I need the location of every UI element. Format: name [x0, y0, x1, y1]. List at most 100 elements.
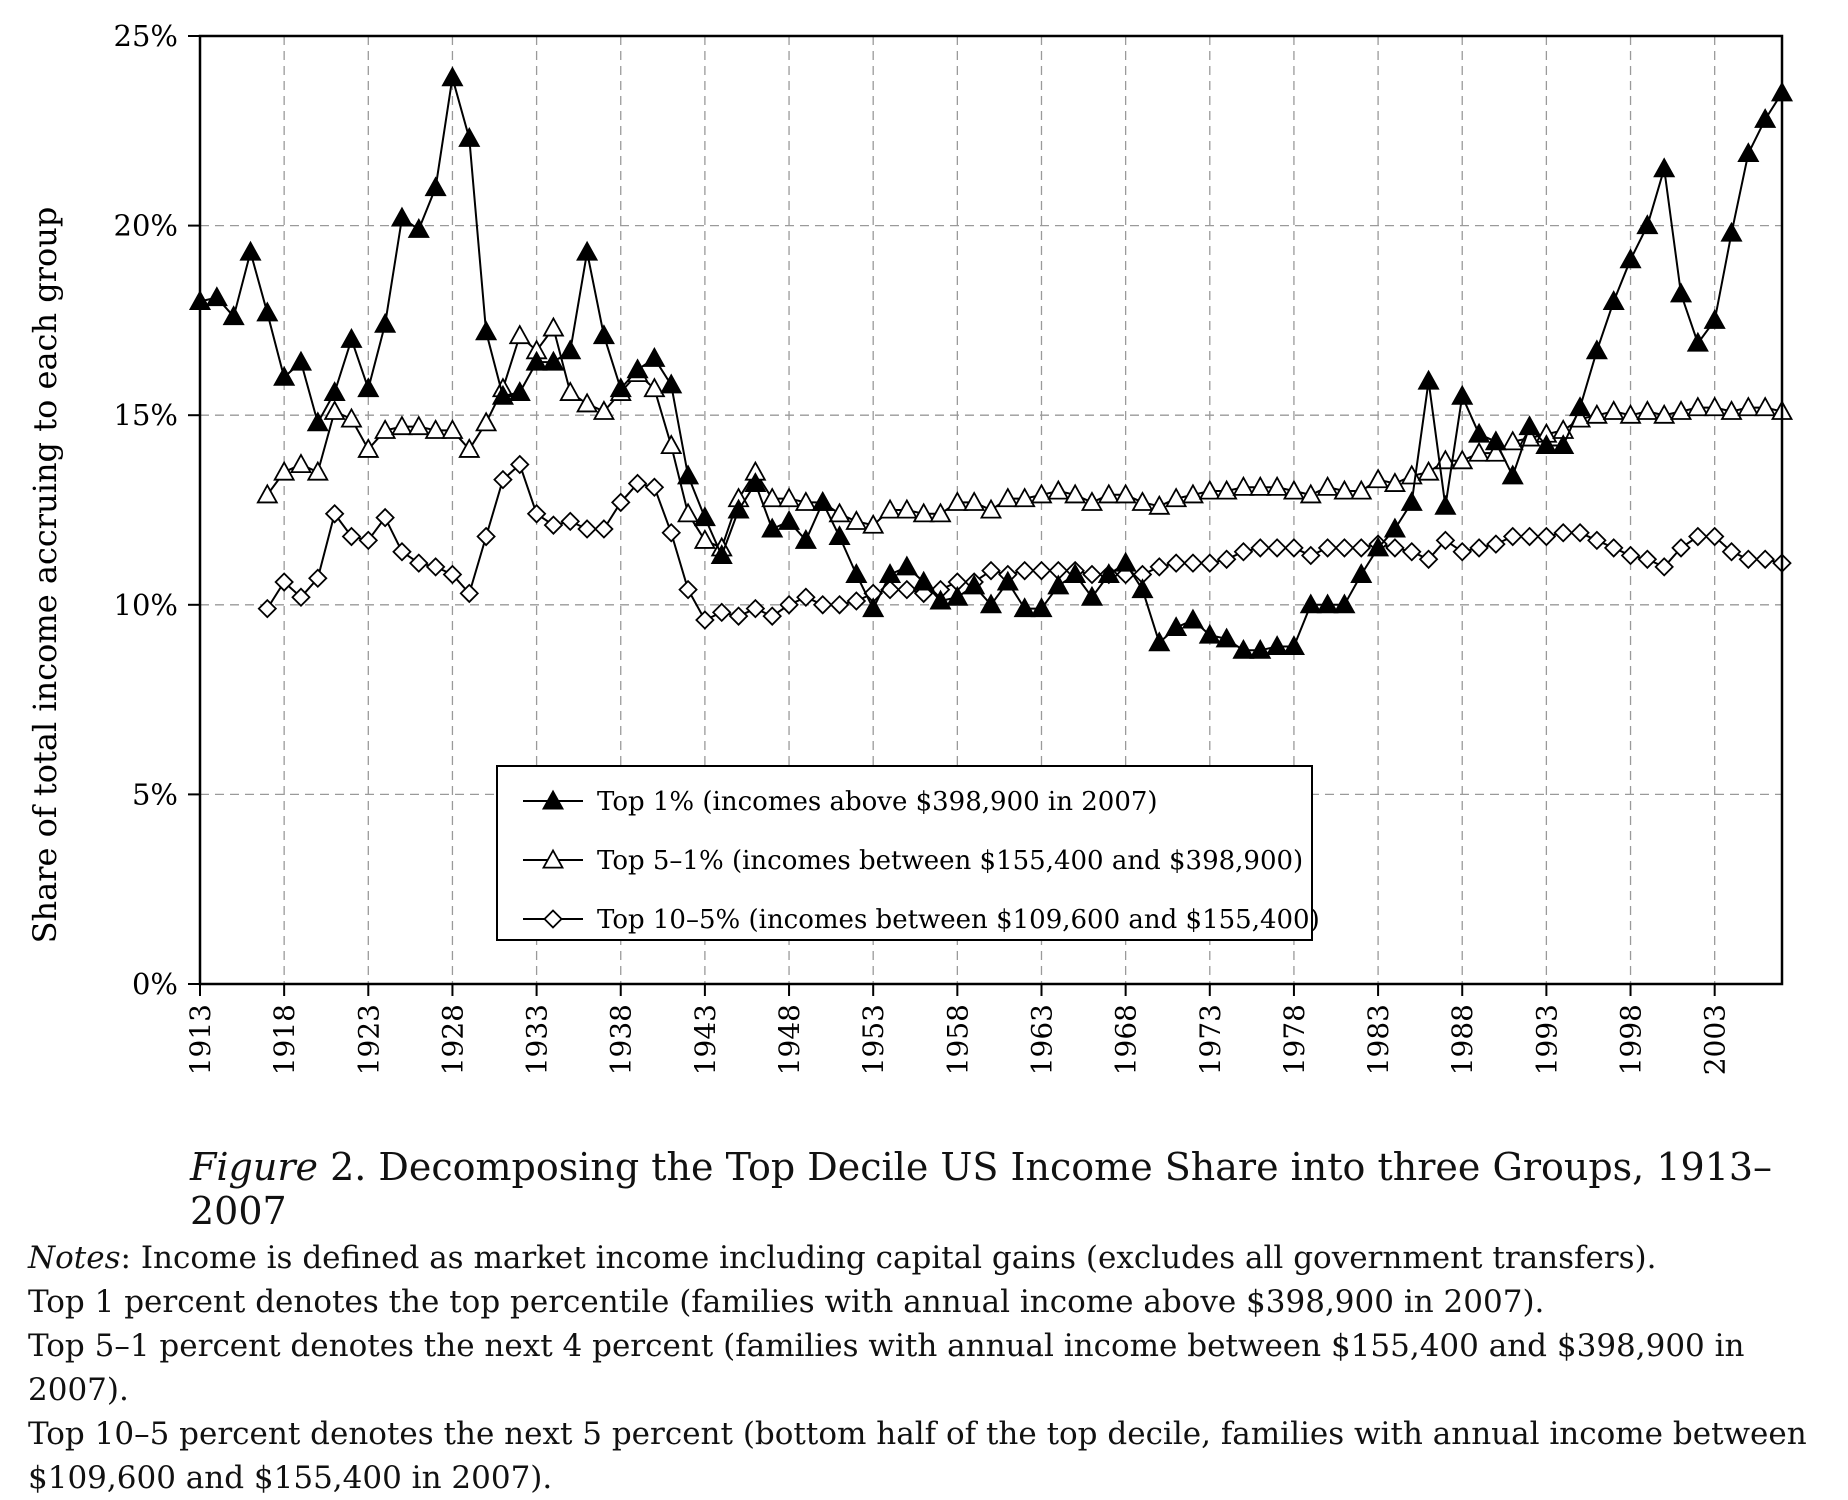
- data-point: [543, 515, 564, 535]
- data-point: [1585, 403, 1608, 424]
- data-point: [678, 579, 698, 600]
- data-point: [594, 519, 614, 539]
- data-point: [390, 206, 413, 227]
- x-tick-label: 1988: [1446, 1004, 1479, 1075]
- data-point: [1383, 472, 1406, 492]
- data-point: [1619, 248, 1642, 269]
- data-point: [1300, 545, 1321, 566]
- data-point: [542, 350, 565, 371]
- y-tick-label: 5%: [132, 777, 178, 811]
- data-point: [1181, 608, 1204, 629]
- data-point: [576, 392, 599, 413]
- data-point: [761, 487, 784, 508]
- data-point: [1400, 491, 1423, 511]
- data-point: [979, 593, 1003, 614]
- data-point: [1468, 441, 1491, 462]
- data-point: [796, 587, 816, 607]
- data-point: [1703, 396, 1726, 417]
- data-point: [1401, 541, 1422, 562]
- data-point: [660, 434, 683, 455]
- data-point: [1030, 483, 1053, 504]
- data-point: [205, 286, 228, 307]
- data-point: [1350, 563, 1373, 583]
- data-point: [845, 510, 868, 530]
- data-point: [324, 504, 345, 524]
- data-point: [996, 487, 1019, 508]
- legend-label: Top 5–1% (incomes between $155,400 and $…: [597, 846, 1303, 876]
- data-point: [375, 507, 395, 528]
- data-point: [1047, 479, 1070, 500]
- data-point: [542, 316, 565, 337]
- data-point: [728, 606, 749, 626]
- data-point: [441, 419, 464, 439]
- data-point: [1669, 400, 1693, 420]
- data-point: [778, 487, 801, 508]
- data-point: [812, 595, 833, 615]
- data-point: [239, 240, 262, 261]
- data-point: [1603, 538, 1624, 558]
- x-tick-label: 1933: [521, 1004, 554, 1075]
- data-point: [779, 595, 799, 615]
- data-point: [1266, 635, 1289, 656]
- data-point: [1636, 214, 1659, 235]
- legend-marker: [543, 909, 563, 929]
- data-point: [829, 595, 850, 615]
- data-point: [1418, 549, 1439, 570]
- data-point: [1013, 487, 1036, 508]
- data-point: [1165, 616, 1188, 637]
- data-point: [1149, 557, 1170, 577]
- data-point: [458, 437, 481, 458]
- data-point: [1249, 638, 1272, 659]
- x-tick-label: 2003: [1699, 1004, 1732, 1075]
- x-tick-label: 1923: [352, 1004, 385, 1075]
- caption-text: 2. Decomposing the Top Decile US Income …: [190, 1145, 1773, 1233]
- notes-label: Notes: [28, 1240, 121, 1276]
- x-tick-label: 1963: [1025, 1004, 1058, 1075]
- data-point: [409, 553, 429, 573]
- x-tick-label: 1953: [857, 1004, 890, 1075]
- grid-lines: [200, 36, 1782, 984]
- x-tick-label: 1973: [1194, 1004, 1227, 1075]
- data-point: [1114, 551, 1137, 572]
- data-point: [1064, 563, 1087, 583]
- data-point: [592, 324, 615, 345]
- data-point: [762, 606, 782, 626]
- data-point: [1215, 627, 1238, 648]
- data-point: [458, 127, 481, 147]
- notes-line-3: Top 10–5 percent denotes the next 5 perc…: [28, 1416, 1807, 1496]
- data-point: [695, 610, 715, 630]
- data-point: [1148, 631, 1171, 652]
- data-point: [1585, 339, 1608, 360]
- data-point: [895, 498, 918, 519]
- caption-figure-label: Figure: [190, 1145, 318, 1189]
- data-point: [1654, 557, 1674, 577]
- data-point: [274, 572, 294, 592]
- data-point: [1671, 538, 1691, 558]
- data-point: [862, 597, 885, 618]
- data-point: [407, 218, 430, 238]
- data-point: [895, 555, 918, 576]
- data-point: [946, 585, 969, 606]
- data-point: [1249, 475, 1272, 496]
- x-tick-label: 1918: [268, 1004, 301, 1075]
- data-point: [1720, 400, 1743, 420]
- legend-marker: [541, 848, 565, 869]
- data-point: [323, 381, 346, 401]
- data-point: [811, 491, 834, 511]
- data-point: [1013, 597, 1036, 618]
- data-point: [559, 381, 582, 401]
- data-point: [1383, 517, 1406, 538]
- y-tick-label: 20%: [114, 209, 178, 243]
- data-point: [1737, 142, 1760, 163]
- data-point: [1200, 553, 1220, 573]
- legend-label: Top 10–5% (incomes between $109,600 and …: [597, 905, 1320, 935]
- data-point: [745, 598, 766, 619]
- data-point: [981, 560, 1001, 581]
- data-point: [794, 491, 817, 511]
- y-tick-label: 15%: [114, 398, 178, 432]
- data-point: [357, 437, 380, 458]
- data-point: [1198, 479, 1221, 500]
- data-point: [1434, 494, 1457, 515]
- data-point: [1198, 623, 1221, 644]
- data-point: [1181, 483, 1204, 504]
